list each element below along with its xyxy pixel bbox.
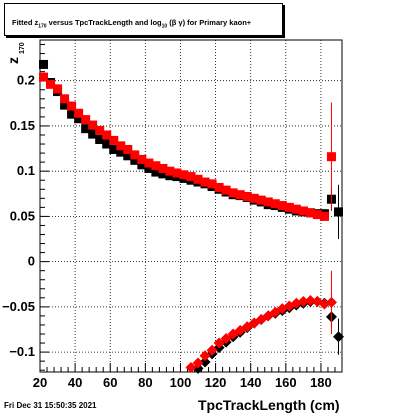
title-z-subscript: 170	[38, 23, 47, 30]
data-point	[305, 208, 315, 218]
data-point	[312, 210, 322, 220]
title-log-subscript: 10	[161, 23, 168, 30]
data-point	[263, 197, 273, 207]
data-point	[109, 135, 119, 145]
data-point	[53, 84, 63, 94]
chart-title-box: Fitted z170 versus TpcTrackLength and lo…	[4, 3, 283, 36]
data-point	[144, 163, 154, 173]
data-point	[213, 337, 225, 349]
data-point	[235, 190, 245, 200]
data-point	[60, 100, 70, 110]
data-point	[186, 172, 196, 182]
x-tick-label: 80	[138, 375, 152, 390]
data-point	[192, 357, 204, 369]
data-point	[151, 161, 161, 171]
data-point	[297, 295, 309, 307]
data-point	[46, 79, 56, 89]
x-tick-label: 100	[170, 375, 192, 390]
data-point	[298, 206, 308, 216]
data-point	[158, 169, 168, 179]
y-tick-label: 0	[28, 254, 35, 269]
y-tick-label: 0.2	[17, 73, 35, 88]
data-point	[291, 204, 301, 214]
y-tick-label: 0.05	[10, 208, 35, 223]
data-point	[95, 135, 105, 145]
data-point	[88, 129, 98, 139]
data-point	[207, 179, 217, 189]
y-tick-label: −0.05	[2, 299, 35, 314]
data-point	[242, 192, 252, 202]
title-middle: versus TpcTrackLength and log	[46, 18, 162, 27]
data-point	[130, 150, 140, 160]
data-point	[270, 199, 280, 209]
x-axis-title: TpcTrackLength (cm)	[198, 397, 340, 413]
data-point	[199, 350, 211, 362]
data-point	[123, 151, 133, 161]
data-point	[158, 163, 168, 173]
data-point	[67, 101, 77, 111]
data-point	[172, 168, 182, 178]
data-point	[220, 333, 232, 345]
data-point	[116, 141, 126, 151]
y-axis-title-subscript: 170	[19, 42, 26, 54]
data-point	[95, 125, 105, 135]
data-point	[123, 144, 133, 154]
footer-timestamp: Fri Dec 31 15:50:35 2021	[4, 401, 97, 410]
x-tick-label: 120	[205, 375, 227, 390]
data-point	[228, 188, 238, 198]
data-point	[74, 108, 84, 118]
title-suffix: (β γ) for Primary kaon+	[167, 18, 252, 27]
data-point	[137, 154, 147, 164]
chart-title: Fitted z170 versus TpcTrackLength and lo…	[12, 18, 251, 30]
data-point	[74, 114, 84, 124]
data-point	[277, 201, 287, 211]
data-point	[102, 139, 112, 149]
data-point	[185, 361, 197, 373]
data-point	[67, 109, 77, 119]
x-tick-label: 160	[275, 375, 297, 390]
data-point	[116, 147, 126, 157]
x-tick-label: 20	[33, 375, 47, 390]
x-tick-label: 180	[310, 375, 332, 390]
data-point	[333, 207, 343, 217]
data-point	[109, 144, 119, 154]
data-point	[193, 174, 203, 184]
data-point	[39, 72, 49, 82]
data-point	[249, 193, 259, 203]
data-point	[81, 115, 91, 125]
data-point	[165, 166, 175, 176]
data-point	[199, 356, 211, 368]
data-point	[284, 202, 294, 212]
data-point	[256, 195, 266, 205]
data-point	[102, 130, 112, 140]
data-point	[151, 167, 161, 177]
y-axis-title: z	[5, 57, 21, 64]
data-point	[304, 295, 316, 307]
x-tick-label: 40	[68, 375, 82, 390]
data-point	[325, 296, 337, 308]
title-prefix: Fitted z	[12, 18, 39, 27]
data-point	[88, 120, 98, 130]
y-tick-label: 0.1	[17, 163, 35, 178]
data-point	[144, 158, 154, 168]
data-point	[137, 160, 147, 170]
data-point	[206, 344, 218, 356]
x-tick-label: 60	[103, 375, 117, 390]
data-point	[130, 155, 140, 165]
data-point	[326, 152, 336, 162]
data-point	[179, 170, 189, 180]
x-tick-label: 140	[240, 375, 262, 390]
data-point	[39, 59, 49, 69]
data-point	[221, 185, 231, 195]
data-point	[165, 171, 175, 181]
data-point	[214, 182, 224, 192]
y-tick-label: −0.1	[9, 344, 35, 359]
data-point	[319, 211, 329, 221]
data-point	[332, 331, 344, 343]
data-point	[200, 177, 210, 187]
data-point	[81, 124, 91, 134]
y-tick-label: 0.15	[10, 118, 35, 133]
data-point	[60, 94, 70, 104]
